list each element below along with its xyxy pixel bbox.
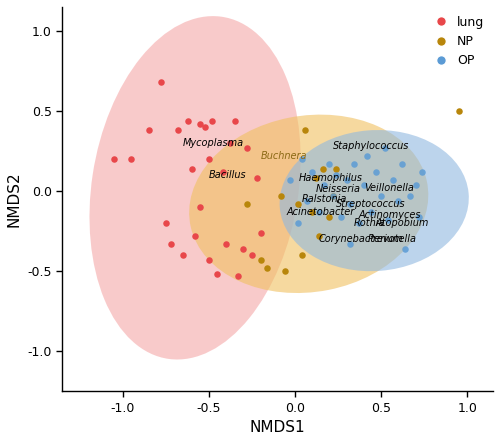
Point	[174, 127, 182, 134]
Ellipse shape	[90, 16, 300, 359]
Point	[196, 120, 204, 127]
Point	[234, 272, 242, 279]
Point	[280, 267, 288, 274]
Point	[320, 181, 328, 188]
Point	[218, 168, 226, 175]
Ellipse shape	[189, 114, 428, 293]
Point	[214, 271, 222, 278]
Point	[242, 144, 250, 151]
Point	[329, 192, 337, 199]
Point	[184, 117, 192, 124]
Text: Rothia: Rothia	[354, 218, 385, 228]
Point	[286, 176, 294, 183]
Point	[380, 144, 388, 151]
Text: Staphylococcus: Staphylococcus	[333, 141, 409, 151]
Text: Corynebacterium: Corynebacterium	[319, 234, 404, 244]
Point	[128, 156, 136, 163]
Point	[318, 165, 326, 172]
Point	[256, 229, 264, 236]
Point	[191, 232, 199, 240]
Point	[332, 171, 340, 179]
Text: Acinetobacter: Acinetobacter	[286, 207, 354, 217]
Point	[144, 127, 152, 134]
Point	[398, 160, 406, 168]
Point	[230, 117, 238, 124]
Text: Mycoplasma: Mycoplasma	[183, 138, 244, 148]
Point	[205, 156, 213, 163]
Ellipse shape	[280, 130, 469, 271]
Point	[205, 256, 213, 263]
Point	[208, 117, 216, 124]
Point	[312, 175, 320, 182]
Point	[308, 208, 316, 215]
Point	[326, 160, 334, 168]
Text: Streptococcus: Streptococcus	[336, 199, 406, 209]
Text: Atopobium: Atopobium	[376, 218, 430, 228]
Point	[415, 213, 423, 220]
Point	[338, 213, 345, 220]
Text: Actinomyces: Actinomyces	[358, 210, 421, 220]
Point	[240, 245, 248, 252]
Text: Bacillus: Bacillus	[209, 170, 246, 180]
Point	[248, 251, 256, 259]
Text: Haemophilus: Haemophilus	[298, 173, 362, 183]
Text: Veillonella: Veillonella	[364, 183, 414, 193]
Point	[294, 200, 302, 207]
Point	[303, 197, 311, 204]
Point	[394, 197, 402, 204]
Point	[298, 251, 306, 259]
Point	[315, 208, 323, 215]
Point	[308, 168, 316, 175]
Point	[342, 176, 350, 183]
Point	[242, 200, 250, 207]
Text: Ralstonia: Ralstonia	[302, 194, 347, 204]
Point	[179, 251, 187, 259]
Text: Neisseria: Neisseria	[316, 184, 360, 194]
Point	[253, 175, 261, 182]
Point	[418, 168, 426, 175]
Point	[202, 123, 209, 130]
Point	[412, 181, 420, 188]
Point	[454, 107, 462, 114]
Point	[167, 240, 175, 248]
X-axis label: NMDS1: NMDS1	[250, 420, 306, 435]
Text: Buchnera: Buchnera	[260, 151, 307, 161]
Point	[326, 213, 334, 220]
Point	[360, 181, 368, 188]
Point	[196, 203, 204, 210]
Point	[294, 220, 302, 227]
Point	[354, 220, 362, 227]
Point	[315, 232, 323, 240]
Point	[156, 79, 164, 86]
Point	[222, 240, 230, 248]
Point	[110, 156, 118, 163]
Point	[346, 240, 354, 248]
Point	[188, 165, 196, 172]
Y-axis label: NMDS2: NMDS2	[7, 171, 22, 227]
Text: Prevotella: Prevotella	[368, 234, 416, 244]
Point	[277, 192, 285, 199]
Point	[332, 165, 340, 172]
Point	[377, 192, 385, 199]
Point	[384, 216, 392, 223]
Point	[162, 220, 170, 227]
Point	[302, 127, 310, 134]
Point	[346, 200, 354, 207]
Point	[226, 140, 234, 147]
Point	[298, 156, 306, 163]
Point	[367, 208, 375, 215]
Point	[256, 256, 264, 263]
Point	[372, 168, 380, 175]
Point	[406, 192, 414, 199]
Point	[264, 264, 272, 271]
Legend: lung, NP, OP: lung, NP, OP	[426, 13, 487, 70]
Point	[389, 176, 397, 183]
Point	[350, 160, 358, 168]
Point	[364, 152, 372, 159]
Point	[401, 245, 409, 252]
Point	[329, 192, 337, 199]
